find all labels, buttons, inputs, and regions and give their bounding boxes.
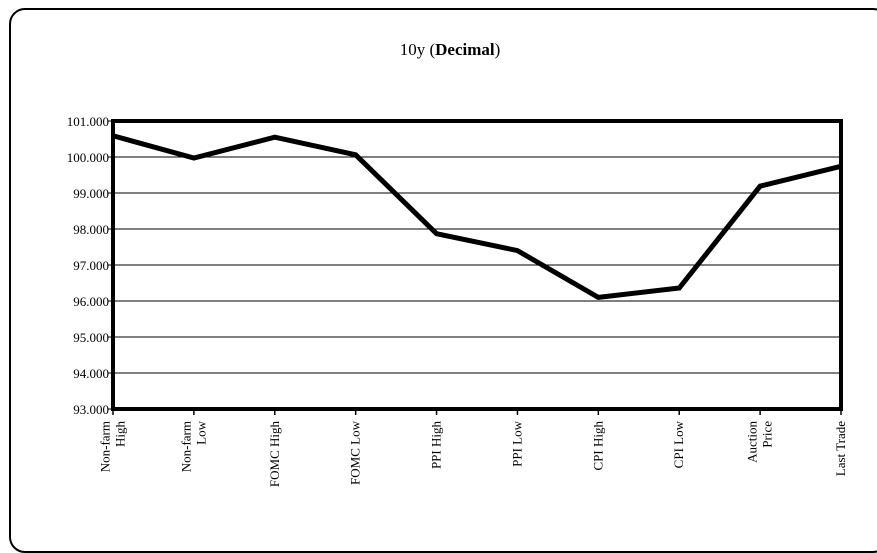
x-tick-label-line: High [113,421,128,448]
x-tick-label-line: Price [760,421,775,448]
x-tick-label-line: Last Trade [833,421,848,476]
x-tick-label-line: Non-farm [98,421,113,472]
x-tick-label: FOMC High [267,421,282,488]
chart-title-bold: Decimal [435,40,495,59]
chart-title: 10y (Decimal) [400,40,501,59]
series-line [113,136,841,298]
y-tick-label: 97.000 [73,258,109,273]
y-axis-ticks: 93.000 94.000 95.000 96.000 97.000 98.000 99.0… [67,114,113,417]
y-tick-label: 98.000 [73,222,109,237]
x-tick-label: CPI High [590,421,605,471]
line-chart: 10y (Decimal) 93.000 94.000 95.000 96.000 97… [0,0,877,541]
series-layer [113,136,841,298]
x-tick-label: AuctionPrice [745,421,775,463]
x-tick-label-line: CPI High [590,421,605,471]
y-tick-label: 94.000 [73,366,109,381]
x-tick-label: Non-farmHigh [98,421,128,473]
x-tick-label: PPI Low [509,420,524,466]
y-tick-label: 96.000 [73,294,109,309]
chart-title-close: ) [495,40,501,59]
y-tick-label: 101.000 [67,114,109,129]
x-tick-label: Non-farmLow [178,420,208,472]
x-tick-label-line: Non-farm [178,421,193,472]
x-tick-label: CPI Low [671,420,686,468]
x-tick-label: Last Trade [833,421,848,476]
gridlines [113,157,841,373]
y-tick-label: 99.000 [73,186,109,201]
y-tick-label: 100.000 [67,150,109,165]
x-tick-label: FOMC Low [348,420,363,485]
x-tick-label-line: Auction [745,421,760,463]
y-tick-label: 93.000 [73,402,109,417]
x-tick-label-line: CPI Low [671,420,686,468]
x-tick-label-line: FOMC Low [348,420,363,485]
x-tick-label-line: FOMC High [267,421,282,488]
y-tick-label: 95.000 [73,330,109,345]
x-tick-label-line: Low [193,420,208,444]
chart-title-plain: 10y ( [400,40,436,59]
x-tick-label-line: PPI High [429,421,444,470]
x-tick-label-line: PPI Low [509,420,524,466]
x-tick-label: PPI High [429,421,444,470]
